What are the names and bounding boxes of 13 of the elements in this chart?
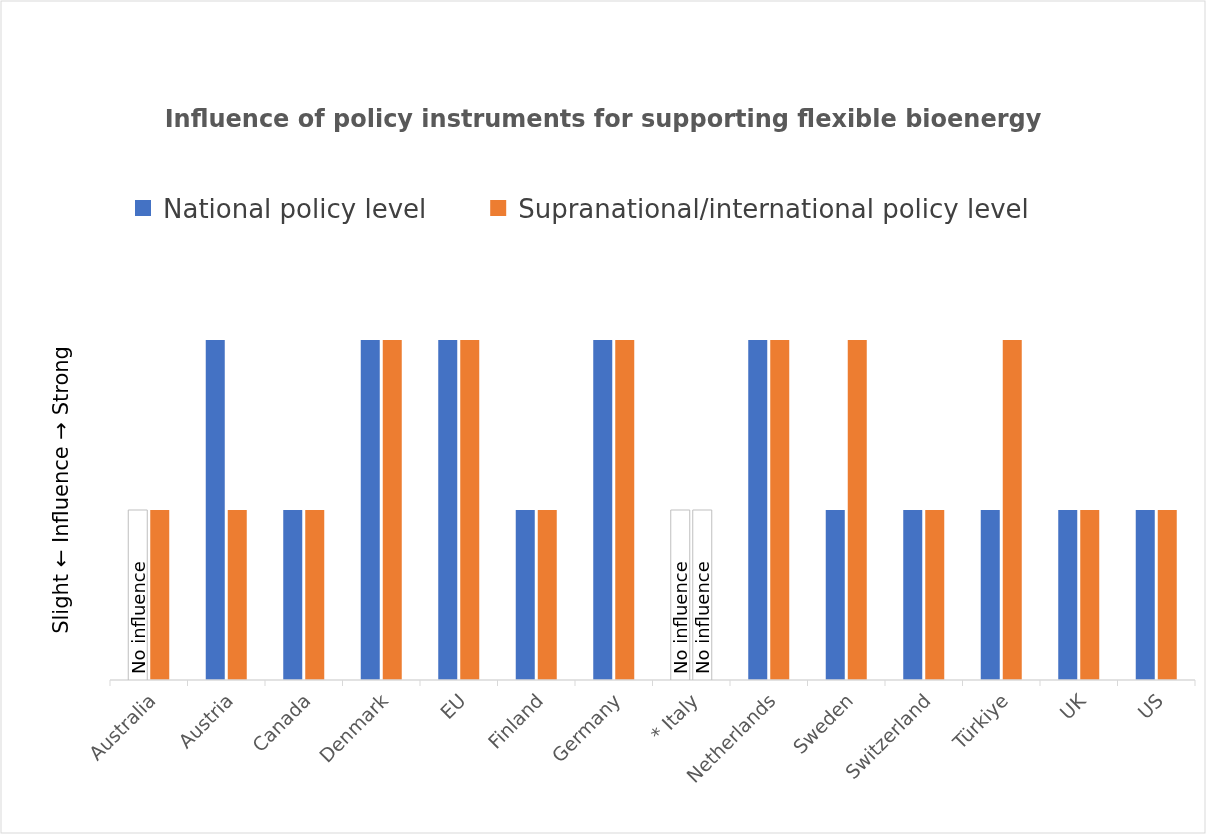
annotation: No influence bbox=[670, 561, 692, 674]
x-tick-label: UK bbox=[1055, 688, 1090, 724]
x-tick-label: EU bbox=[435, 689, 470, 724]
text-box: No influence bbox=[127, 509, 149, 681]
legend-label: National policy level bbox=[163, 194, 427, 224]
y-axis-title: Slight ← Influence → Strong bbox=[49, 346, 73, 634]
annotation: No influence bbox=[692, 561, 714, 674]
text-box: No influence bbox=[692, 509, 714, 681]
x-tick-label: US bbox=[1133, 689, 1168, 724]
text-box: No influence bbox=[670, 509, 692, 681]
legend-label: Supranational/international policy level bbox=[518, 194, 1029, 224]
annotation: No influence bbox=[127, 561, 149, 674]
chart-title: Influence of policy instruments for supporting flexible bioenergy bbox=[164, 105, 1042, 133]
